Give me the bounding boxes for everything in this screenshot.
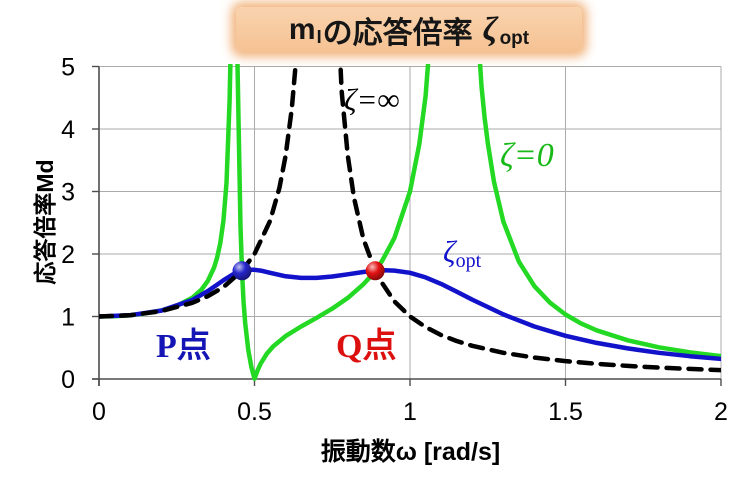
curve-label-zeta-zero: ζ=0: [500, 137, 554, 174]
series-zetaopt-segment-0: [99, 267, 721, 362]
curve-label-zeta-infinity: ζ=∞: [344, 82, 400, 117]
title-zeta-symbol: ζ: [482, 10, 498, 48]
y-tick-label-4: 4: [61, 116, 75, 144]
curve-label-zeta-opt: ζopt: [443, 234, 481, 271]
y-tick-label-0: 0: [61, 366, 75, 394]
series-zetainf-segment-0: [99, 64, 298, 319]
series-zeta0-segment-0: [99, 64, 233, 319]
title-zeta-subscript: opt: [499, 27, 530, 49]
zeta-opt-symbol: ζ: [443, 234, 456, 269]
marker-q-point: [365, 261, 385, 281]
title-middle-text: の応答倍率: [322, 16, 473, 50]
series-zetainf-segment-1: [338, 64, 721, 373]
zeta-opt-subscript: opt: [455, 250, 482, 272]
chart-title: m I の応答倍率 ζ opt: [236, 7, 582, 52]
y-tick-label-3: 3: [61, 179, 75, 207]
title-mass-symbol: m: [288, 12, 316, 46]
y-tick-label-5: 5: [61, 54, 75, 82]
y-axis-title: 応答倍率Md: [32, 159, 58, 285]
x-tick-label-0.5: 0.5: [237, 398, 272, 426]
p-point-label: P点: [156, 328, 211, 365]
x-tick-label-1: 1: [403, 398, 417, 426]
marker-p-point: [232, 261, 252, 281]
x-tick-label-1.5: 1.5: [548, 398, 583, 426]
y-tick-label-1: 1: [61, 304, 75, 332]
y-tick-label-2: 2: [61, 241, 75, 269]
series-zeta0-segment-2: [477, 64, 721, 359]
series-zeta0-segment-1: [235, 64, 431, 381]
x-tick-label-0: 0: [92, 398, 106, 426]
q-point-label: Q点: [336, 328, 397, 365]
x-axis-title: 振動数ω [rad/s]: [320, 438, 501, 466]
x-tick-label-2: 2: [714, 398, 728, 426]
title-mass-subscript: I: [316, 27, 322, 47]
